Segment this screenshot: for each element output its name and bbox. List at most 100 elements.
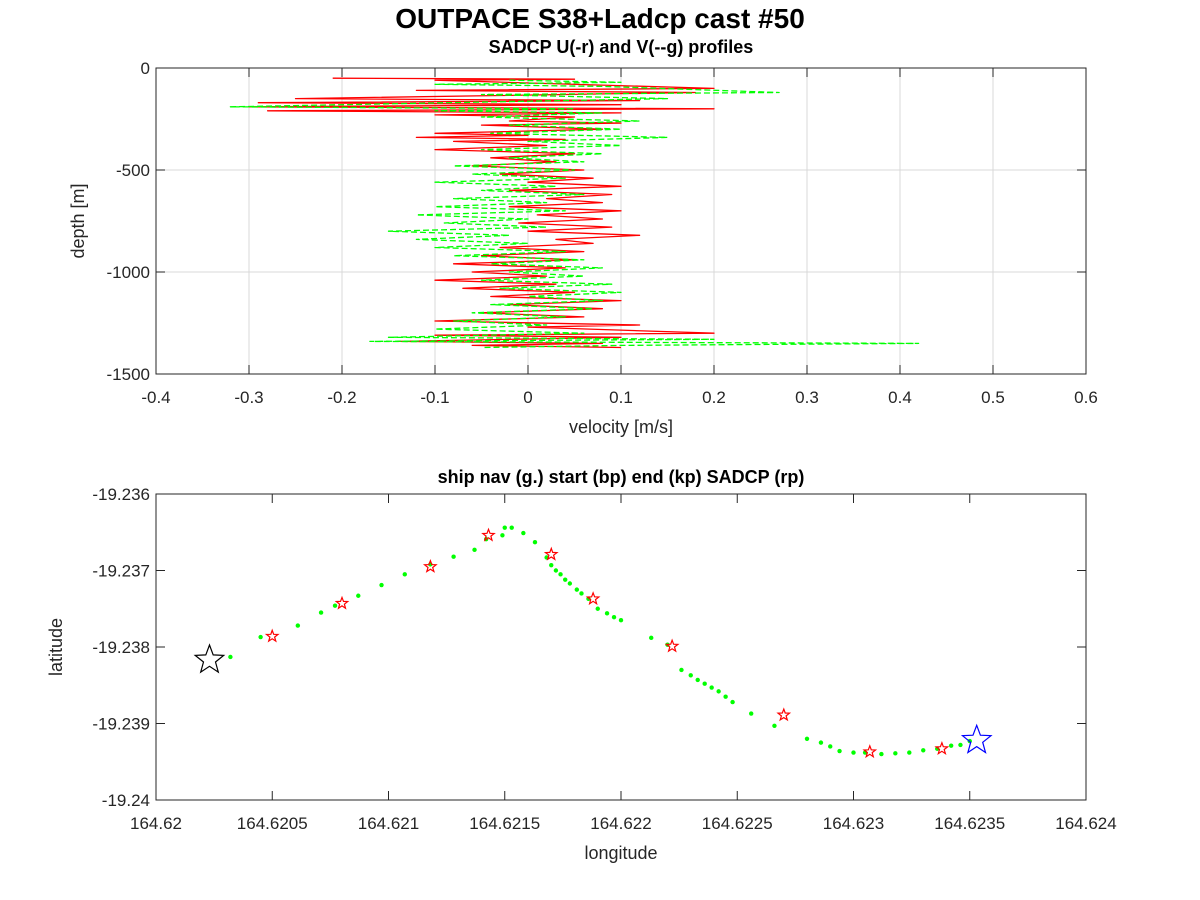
nav-point [730, 699, 735, 705]
sadcp-star-marker [585, 591, 601, 606]
nav-ticks: 164.62 164.6205 164.621 164.6215 164.622 164.… [92, 485, 1116, 833]
nav-xtick-label: 164.6225 [702, 814, 773, 833]
nav-point [709, 685, 714, 690]
profile-xtick-label: -0.3 [234, 388, 263, 407]
nav-point [604, 611, 610, 616]
sadcp-star-marker [334, 595, 350, 610]
nav-point [579, 591, 584, 596]
nav-point [595, 606, 600, 611]
nav-point [723, 694, 728, 699]
nav-ytick-label: -19.238 [92, 638, 150, 657]
nav-xtick-label: 164.624 [1055, 814, 1116, 833]
nav-xtick-label: 164.6205 [237, 814, 308, 833]
nav-ytick-label: -19.237 [92, 562, 150, 581]
profile-xtick-label: -0.1 [420, 388, 449, 407]
nav-point [549, 562, 554, 568]
nav-ytick-label: -19.236 [92, 485, 150, 504]
nav-point [772, 723, 777, 728]
nav-point [921, 748, 926, 753]
nav-point [611, 614, 617, 620]
end-star-marker [960, 723, 993, 754]
nav-point [958, 742, 963, 748]
nav-point [500, 533, 505, 538]
nav-point [688, 673, 693, 678]
nav-point [828, 744, 833, 749]
nav-axes-box [155, 493, 1087, 801]
nav-point [563, 577, 568, 582]
nav-point [618, 618, 624, 623]
nav-point [258, 634, 263, 640]
nav-plot-area [156, 494, 1086, 800]
nav-point [907, 750, 912, 755]
sadcp-star-marker [664, 638, 680, 653]
nav-xtick-label: 164.623 [823, 814, 884, 833]
nav-point [567, 581, 573, 586]
nav-series [193, 525, 993, 759]
nav-point [295, 623, 301, 628]
nav-point [879, 751, 884, 757]
sadcp-star-marker [543, 546, 559, 561]
nav-chart-title: ship nav (g.) start (bp) end (kp) SADCP … [438, 467, 805, 487]
profile-xtick-label: -0.2 [327, 388, 356, 407]
profile-xtick-label: 0 [523, 388, 532, 407]
nav-point [649, 635, 654, 641]
nav-point [851, 750, 856, 755]
figure-title: OUTPACE S38+Ladcp cast #50 [395, 3, 805, 34]
profile-xtick-label: 0.3 [795, 388, 819, 407]
nav-point [228, 654, 233, 660]
profile-xtick-label: 0.6 [1074, 388, 1098, 407]
nav-point [356, 593, 361, 598]
profile-ticks: -0.4 -0.3 -0.2 -0.1 0 0.1 0.2 0.3 0.4 0.5 0.6 0 -500… [107, 59, 1098, 407]
profile-xlabel: velocity [m/s] [569, 417, 673, 437]
nav-point [818, 740, 824, 745]
v-profile-line [229, 79, 920, 349]
nav-point [893, 751, 898, 756]
nav-ytick-label: -19.24 [102, 791, 150, 810]
profile-xtick-label: 0.4 [888, 388, 912, 407]
nav-xtick-label: 164.6235 [934, 814, 1005, 833]
nav-axes: ship nav (g.) start (bp) end (kp) SADCP … [46, 467, 1117, 863]
nav-xlabel: longitude [584, 843, 657, 863]
nav-point [502, 525, 507, 530]
profile-ylabel: depth [m] [68, 183, 88, 258]
start-star-marker [193, 643, 226, 674]
profile-axes-box [155, 67, 1087, 375]
nav-xtick-label: 164.62 [130, 814, 182, 833]
nav-point [749, 711, 754, 716]
profile-xtick-label: -0.4 [141, 388, 170, 407]
nav-point [509, 525, 514, 530]
nav-point [332, 603, 338, 608]
nav-point [716, 689, 721, 694]
nav-point [451, 554, 456, 559]
nav-point [318, 610, 324, 615]
nav-point [558, 572, 563, 577]
profile-ytick-label: -1500 [107, 365, 150, 384]
nav-point [532, 539, 538, 545]
profile-ytick-label: -1000 [107, 263, 150, 282]
sadcp-star-marker [776, 707, 792, 722]
nav-point [402, 572, 407, 577]
profile-ytick-label: 0 [141, 59, 150, 78]
nav-point [679, 667, 684, 673]
profile-chart-title: SADCP U(-r) and V(--g) profiles [489, 37, 754, 57]
nav-ylabel: latitude [46, 618, 66, 676]
nav-point [837, 748, 842, 754]
nav-point [379, 582, 384, 588]
profile-xtick-label: 0.5 [981, 388, 1005, 407]
profile-xtick-label: 0.1 [609, 388, 633, 407]
profile-ytick-label: -500 [116, 161, 150, 180]
profile-xtick-label: 0.2 [702, 388, 726, 407]
nav-xtick-label: 164.621 [358, 814, 419, 833]
nav-xtick-label: 164.622 [590, 814, 651, 833]
nav-point [574, 587, 580, 592]
nav-point [702, 681, 707, 686]
nav-point [472, 547, 477, 553]
sadcp-star-marker [264, 628, 280, 643]
sadcp-star-marker [934, 740, 950, 755]
nav-point [553, 568, 559, 573]
sadcp-star-marker [862, 744, 878, 759]
nav-ytick-label: -19.239 [92, 715, 150, 734]
nav-xtick-label: 164.6215 [469, 814, 540, 833]
nav-point [804, 736, 810, 741]
